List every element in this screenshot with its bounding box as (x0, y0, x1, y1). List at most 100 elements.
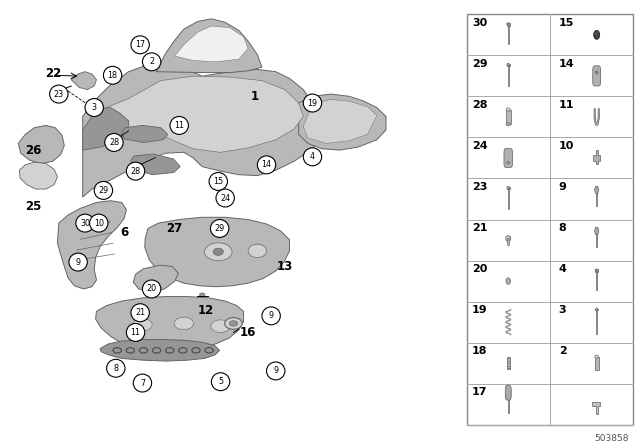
Ellipse shape (200, 293, 205, 297)
FancyBboxPatch shape (508, 238, 509, 246)
Ellipse shape (595, 269, 598, 271)
Text: 6: 6 (120, 226, 128, 240)
Polygon shape (299, 94, 386, 150)
Circle shape (107, 359, 125, 377)
Ellipse shape (133, 319, 152, 331)
Text: 21: 21 (472, 223, 488, 233)
Polygon shape (83, 64, 322, 197)
Polygon shape (122, 125, 168, 142)
Polygon shape (101, 76, 303, 152)
Circle shape (303, 94, 322, 112)
Ellipse shape (213, 248, 223, 255)
Circle shape (105, 134, 123, 151)
FancyBboxPatch shape (508, 26, 509, 44)
Text: 29: 29 (472, 59, 488, 69)
Text: 17: 17 (472, 387, 488, 397)
Text: 4: 4 (310, 152, 315, 161)
Ellipse shape (595, 308, 598, 311)
Ellipse shape (229, 321, 237, 326)
Polygon shape (594, 109, 599, 125)
FancyBboxPatch shape (593, 66, 600, 86)
Circle shape (211, 373, 230, 391)
Circle shape (143, 53, 161, 71)
Circle shape (104, 66, 122, 84)
Circle shape (94, 181, 113, 199)
Text: 28: 28 (109, 138, 119, 147)
Text: 19: 19 (472, 305, 488, 315)
Text: 14: 14 (559, 59, 575, 69)
Polygon shape (100, 340, 220, 361)
Circle shape (126, 323, 145, 341)
Ellipse shape (211, 320, 230, 332)
Circle shape (131, 304, 149, 322)
FancyBboxPatch shape (596, 272, 597, 290)
Polygon shape (595, 228, 599, 235)
Text: 16: 16 (240, 326, 256, 339)
Text: 13: 13 (276, 260, 293, 273)
FancyBboxPatch shape (595, 269, 598, 272)
FancyBboxPatch shape (507, 64, 509, 65)
Text: 9: 9 (273, 366, 278, 375)
Polygon shape (175, 26, 248, 62)
Ellipse shape (506, 236, 511, 241)
Circle shape (209, 172, 227, 190)
Text: 20: 20 (147, 284, 157, 293)
Text: 19: 19 (307, 99, 317, 108)
FancyBboxPatch shape (595, 357, 598, 370)
Text: 2: 2 (559, 346, 566, 356)
Circle shape (76, 214, 94, 232)
Text: 15: 15 (559, 18, 574, 28)
Text: 23: 23 (472, 182, 488, 192)
Text: 11: 11 (559, 100, 574, 110)
Text: 20: 20 (472, 264, 488, 274)
FancyBboxPatch shape (508, 395, 509, 414)
Polygon shape (71, 72, 97, 90)
Ellipse shape (595, 31, 598, 36)
Text: 24: 24 (220, 194, 230, 202)
Polygon shape (19, 125, 65, 164)
Ellipse shape (506, 123, 511, 126)
Text: 9: 9 (269, 311, 274, 320)
Polygon shape (83, 108, 129, 150)
Text: 4: 4 (559, 264, 566, 274)
Circle shape (131, 36, 149, 54)
Text: 30: 30 (472, 18, 488, 28)
Text: 28: 28 (131, 167, 141, 176)
FancyBboxPatch shape (595, 309, 598, 310)
Text: 9: 9 (76, 258, 81, 267)
Text: 28: 28 (472, 100, 488, 110)
Text: 10: 10 (94, 219, 104, 228)
Text: 8: 8 (113, 364, 118, 373)
Text: 2: 2 (149, 57, 154, 66)
Text: 11: 11 (174, 121, 184, 130)
Text: 9: 9 (559, 182, 566, 192)
Circle shape (85, 99, 104, 116)
FancyBboxPatch shape (507, 23, 510, 26)
Circle shape (216, 189, 234, 207)
Ellipse shape (506, 108, 511, 111)
Polygon shape (58, 201, 126, 289)
Polygon shape (156, 19, 262, 73)
FancyBboxPatch shape (596, 192, 597, 206)
Circle shape (133, 374, 152, 392)
Ellipse shape (507, 63, 509, 66)
FancyBboxPatch shape (508, 189, 509, 209)
Text: 29: 29 (214, 224, 225, 233)
Ellipse shape (225, 318, 242, 329)
FancyBboxPatch shape (596, 233, 597, 247)
Text: 8: 8 (559, 223, 566, 233)
FancyBboxPatch shape (596, 310, 597, 334)
Polygon shape (133, 265, 179, 292)
Circle shape (143, 280, 161, 298)
Text: 18: 18 (108, 71, 118, 80)
Text: 11: 11 (131, 328, 141, 337)
Ellipse shape (506, 161, 510, 164)
Circle shape (90, 214, 108, 232)
Text: 22: 22 (45, 67, 61, 81)
Text: 27: 27 (166, 222, 183, 235)
Polygon shape (19, 162, 58, 189)
Ellipse shape (506, 278, 511, 284)
Text: 3: 3 (92, 103, 97, 112)
FancyBboxPatch shape (506, 110, 511, 124)
FancyBboxPatch shape (467, 14, 633, 425)
